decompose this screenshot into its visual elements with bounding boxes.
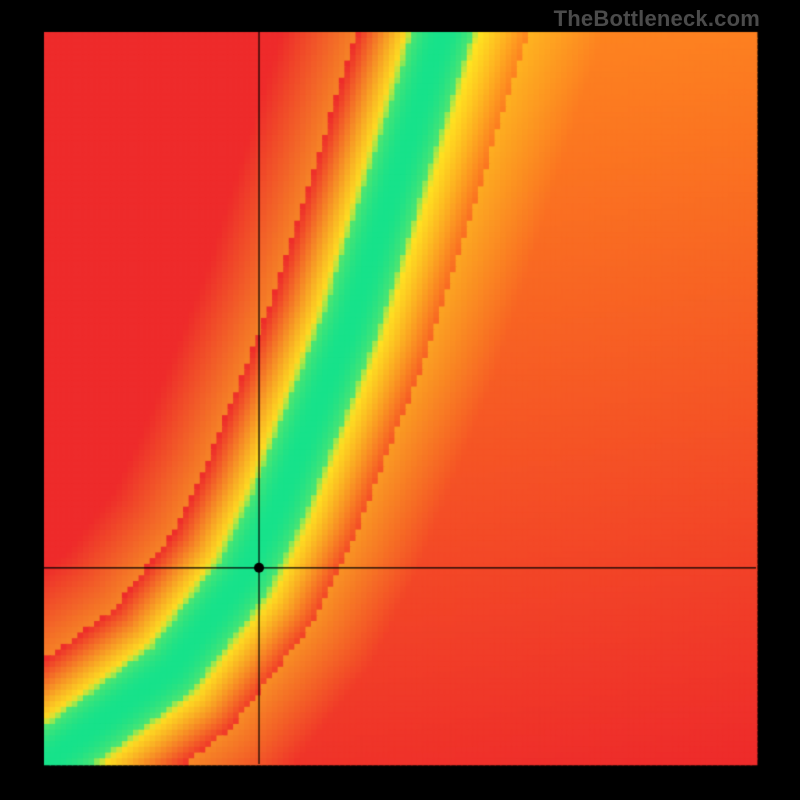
bottleneck-heatmap [0,0,800,800]
chart-container: { "attribution": { "text": "TheBottlenec… [0,0,800,800]
attribution-text: TheBottleneck.com [554,6,760,32]
